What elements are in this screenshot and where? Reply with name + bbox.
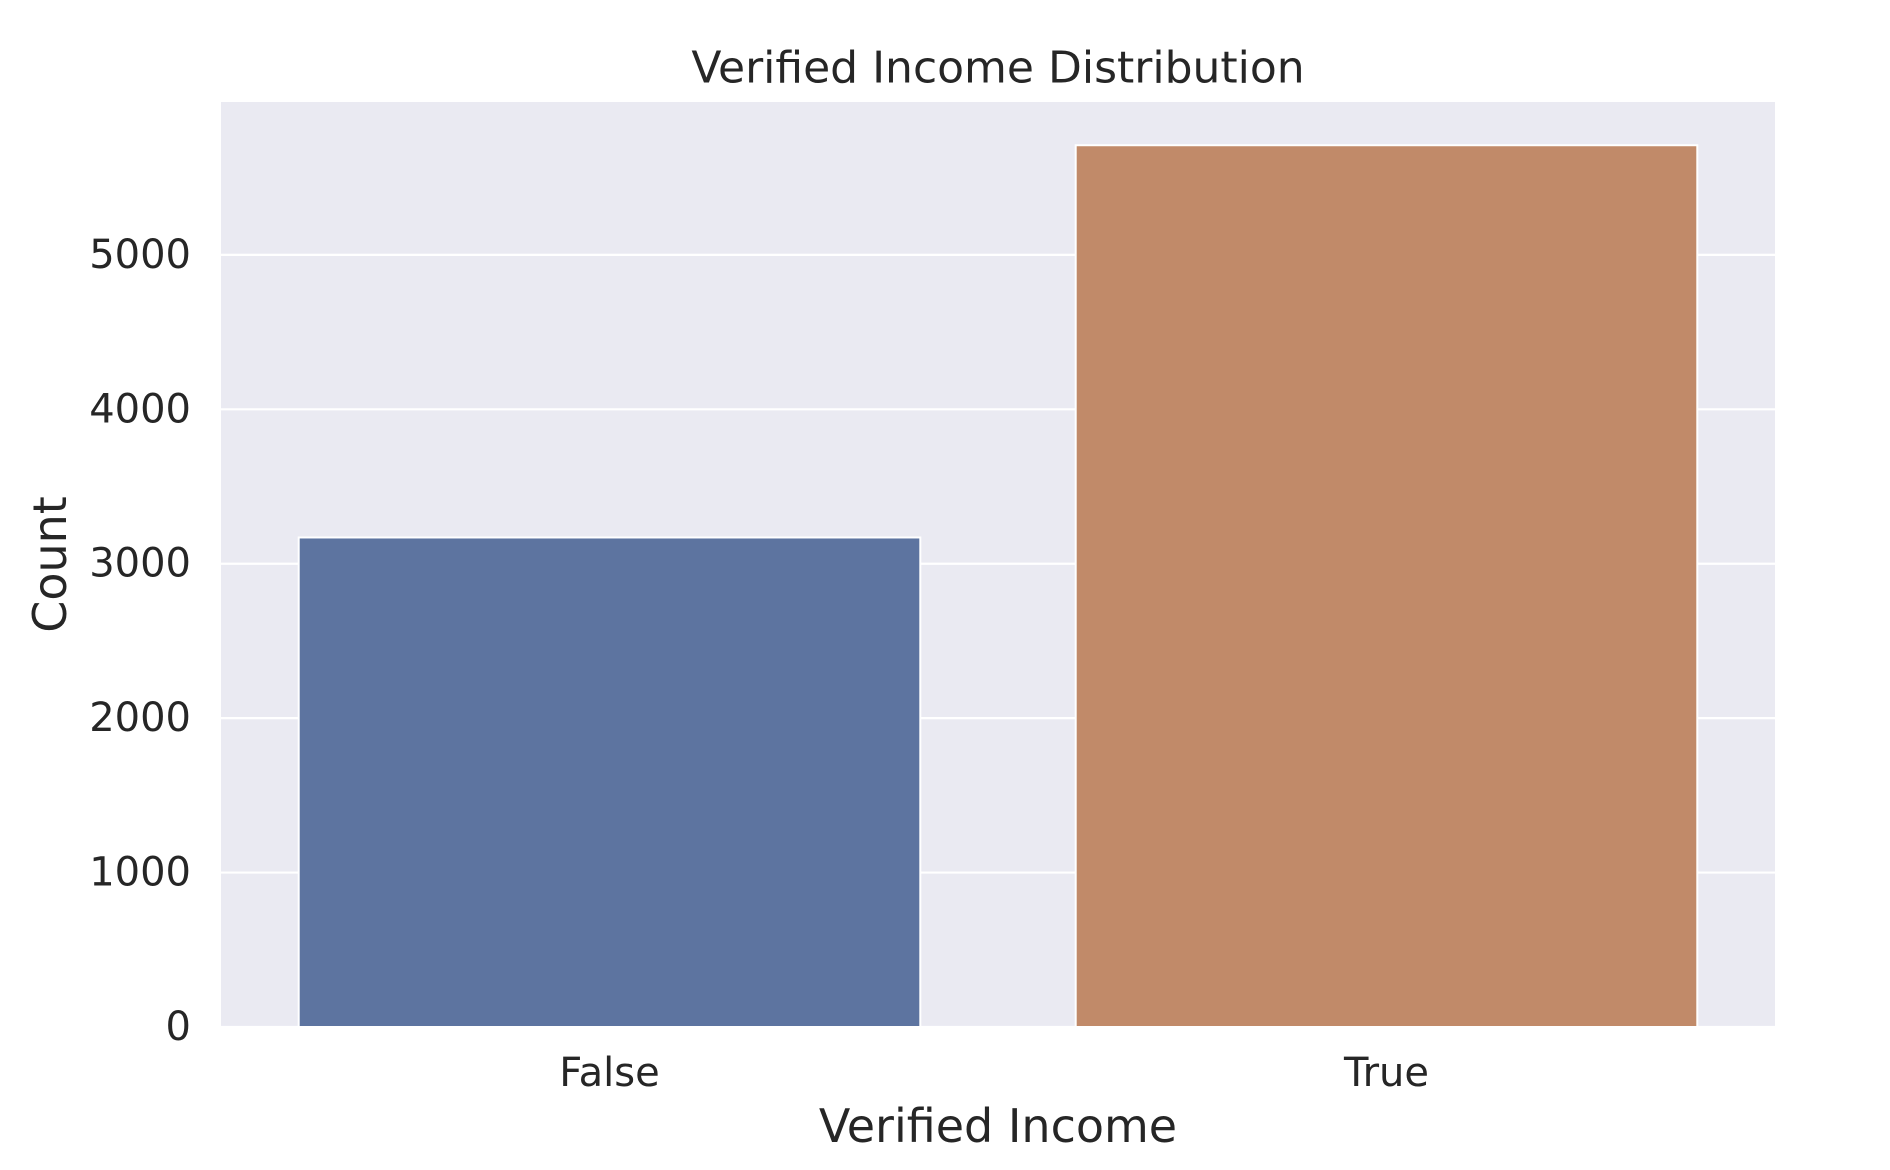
bar-true <box>1074 144 1699 1029</box>
y-tick-label: 1000 <box>89 850 191 896</box>
y-axis-label: Count <box>23 496 77 633</box>
y-tick-label: 4000 <box>89 386 191 432</box>
y-tick-labels: 0 1000 2000 3000 4000 5000 <box>89 232 191 1050</box>
y-tick-label: 5000 <box>89 232 191 278</box>
x-tick-label: True <box>1343 1050 1429 1096</box>
y-tick-label: 2000 <box>89 695 191 741</box>
x-tick-labels: False True <box>559 1050 1429 1096</box>
chart-title: Verified Income Distribution <box>691 43 1304 94</box>
y-tick-label: 0 <box>166 1004 191 1050</box>
bars <box>297 144 1699 1029</box>
x-tick-label: False <box>559 1050 659 1096</box>
bar-false <box>297 536 922 1028</box>
y-tick-label: 3000 <box>89 541 191 587</box>
x-axis-label: Verified Income <box>819 1099 1177 1153</box>
